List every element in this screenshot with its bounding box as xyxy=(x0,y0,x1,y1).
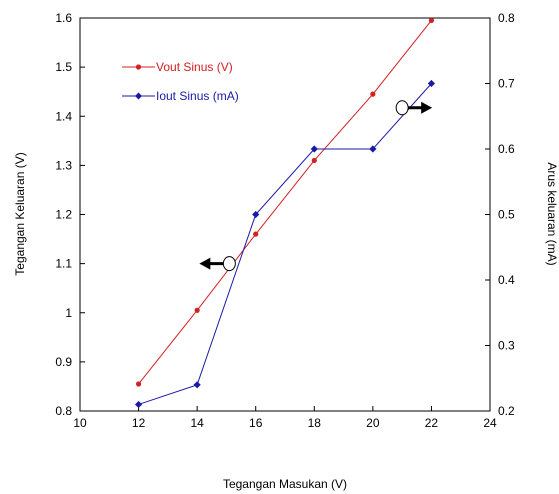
legend: Vout Sinus (V) Iout Sinus (mA) xyxy=(122,60,239,103)
data-point-0 xyxy=(428,17,435,24)
x-tick-label: 20 xyxy=(366,416,380,430)
y-axis-title: Tegangan Keluaran (V) xyxy=(13,152,27,275)
indicator-arrow-head xyxy=(421,101,433,114)
x-tick-label: 22 xyxy=(425,416,439,430)
legend-marker-vout xyxy=(135,64,142,70)
indicator-ellipse xyxy=(222,256,236,272)
y-tick-label: 0.9 xyxy=(55,355,72,369)
y-tick-label: 1.2 xyxy=(55,208,72,222)
x-axis-title: Tegangan Masukan (V) xyxy=(223,477,347,491)
y2-tick-label: 0.7 xyxy=(498,77,515,91)
axis-indicator-left xyxy=(199,256,236,272)
data-point-0 xyxy=(253,231,259,237)
data-point-0 xyxy=(311,157,317,164)
plot-frame xyxy=(79,17,491,412)
x-tick-label: 12 xyxy=(132,416,146,430)
data-point-1 xyxy=(369,145,377,153)
data-point-1 xyxy=(252,210,260,219)
series-line-1 xyxy=(138,83,432,405)
data-point-0 xyxy=(135,381,142,387)
x-tick-label: 10 xyxy=(73,416,87,430)
y-tick-label: 1.5 xyxy=(55,60,72,74)
x-tick-label: 16 xyxy=(249,416,263,430)
y-tick-label: 1.3 xyxy=(55,158,72,172)
legend-marker-iout xyxy=(135,92,142,100)
y-tick-label: 1.1 xyxy=(55,257,72,271)
x-tick-label: 14 xyxy=(190,416,204,430)
data-point-0 xyxy=(194,307,200,313)
y2-tick-label: 0.4 xyxy=(498,273,515,287)
x-tick-label: 24 xyxy=(483,416,497,430)
series-line-0 xyxy=(138,20,432,385)
y2-tick-label: 0.2 xyxy=(498,404,515,418)
legend-item-vout: Vout Sinus (V) xyxy=(122,60,233,74)
legend-item-iout: Iout Sinus (mA) xyxy=(122,89,239,103)
y-tick-label: 1.6 xyxy=(55,11,72,25)
indicator-arrow-head xyxy=(199,257,211,270)
data-point-1 xyxy=(193,381,201,389)
y2-tick-label: 0.3 xyxy=(498,339,515,353)
data-point-1 xyxy=(134,400,143,409)
legend-label-iout: Iout Sinus (mA) xyxy=(156,89,239,103)
legend-label-vout: Vout Sinus (V) xyxy=(156,60,233,74)
y-tick-label: 1.4 xyxy=(55,109,72,123)
data-point-1 xyxy=(427,79,436,88)
y2-axis-title: Arus keluaran (mA) xyxy=(545,162,559,265)
data-point-1 xyxy=(310,145,318,153)
y2-tick-label: 0.5 xyxy=(498,208,515,222)
y-tick-label: 0.8 xyxy=(55,404,72,418)
indicator-ellipse xyxy=(395,100,409,116)
data-point-0 xyxy=(370,91,376,97)
y2-tick-label: 0.8 xyxy=(498,11,515,25)
x-tick-label: 18 xyxy=(308,416,322,430)
axis-indicator-right xyxy=(395,100,433,116)
y-tick-label: 1 xyxy=(65,306,72,320)
y2-tick-label: 0.6 xyxy=(498,142,515,156)
